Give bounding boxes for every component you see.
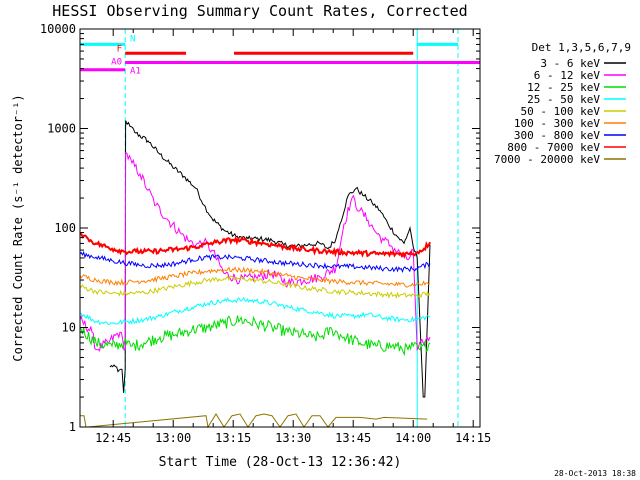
x-tick-label-1: 13:00	[155, 431, 191, 445]
x-tick-label-4: 13:45	[335, 431, 371, 445]
legend-label-6: 300 - 800 keV	[514, 129, 600, 142]
flag-label-a1: A1	[130, 67, 141, 77]
plot-area: NF A0 A1	[79, 29, 480, 429]
series-line-12-25kev	[79, 315, 431, 357]
y-tick-label-0: 1	[69, 420, 76, 434]
legend-label-2: 12 - 25 keV	[527, 81, 600, 94]
series-line-7000-20000kev	[80, 413, 428, 429]
axes: 12:45 13:00 13:15 13:30 13:45 14:00 14:15 1 10 10…	[40, 22, 491, 445]
x-axis-label: Start Time (28-Oct-13 12:36:42)	[159, 455, 402, 470]
x-tick-label-0: 12:45	[95, 431, 131, 445]
series-line-3-6kev	[109, 120, 431, 398]
chart-title: HESSI Observing Summary Count Rates, Cor…	[52, 2, 467, 20]
y-tick-label-1: 10	[62, 321, 76, 335]
series-line-800-7000kev	[79, 231, 431, 259]
legend-label-5: 100 - 300 keV	[514, 117, 600, 130]
flag-label-n: N	[130, 34, 135, 44]
y-tick-label-4: 10000	[40, 22, 76, 36]
flag-label-a0: A0	[111, 58, 122, 68]
legend-header: Det 1,3,5,6,7,9	[532, 41, 631, 54]
series-line-100-300kev	[79, 266, 431, 288]
series-line-6-12kev	[79, 152, 431, 352]
legend-label-4: 50 - 100 keV	[521, 105, 601, 118]
series-line-50-100kev	[79, 275, 431, 299]
legend-label-3: 25 - 50 keV	[527, 93, 600, 106]
timestamp: 28-Oct-2013 18:38	[554, 469, 636, 478]
y-tick-label-3: 1000	[47, 122, 76, 136]
plot-frame	[79, 28, 481, 428]
x-tick-label-2: 13:15	[215, 431, 251, 445]
x-tick-label-6: 14:15	[455, 431, 491, 445]
legend-label-1: 6 - 12 keV	[534, 69, 601, 82]
x-tick-label-3: 13:30	[275, 431, 311, 445]
series-line-300-800kev	[79, 250, 431, 273]
legend-label-8: 7000 - 20000 keV	[494, 153, 600, 166]
legend-label-7: 800 - 7000 keV	[507, 141, 600, 154]
series-line-25-50kev	[79, 296, 431, 326]
x-tick-label-5: 14:00	[395, 431, 431, 445]
flag-label-f: F	[117, 44, 122, 54]
y-axis-label: Corrected Count Rate (s⁻¹ detector⁻¹)	[11, 94, 25, 361]
legend-label-0: 3 - 6 keV	[540, 57, 600, 70]
y-tick-label-2: 100	[54, 221, 76, 235]
